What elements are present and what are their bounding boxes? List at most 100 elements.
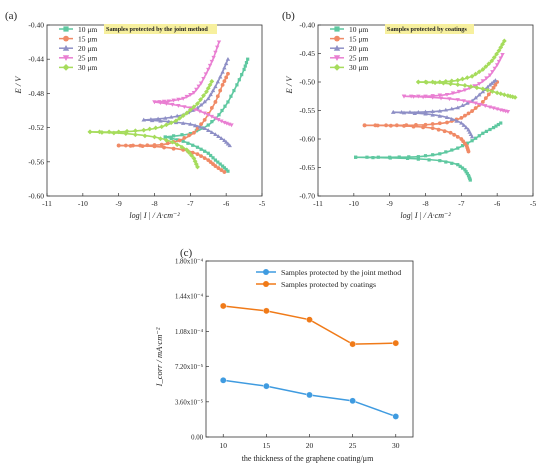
data-point [170,139,175,145]
panel-label: (c) [180,247,193,259]
data-point [226,71,230,76]
x-tick-label: -10 [78,199,88,208]
legend-label: Samples protected by coatings [281,280,376,289]
x-tick-label: -7 [458,199,464,208]
data-point [199,154,203,159]
legend-label: 25 μm [349,54,368,63]
x-tick-label: -5 [259,199,265,208]
data-point [163,115,168,120]
data-point [201,76,206,81]
data-point [164,102,169,106]
y-axis-label: E / V [13,75,23,95]
data-point [481,131,485,135]
data-point [483,64,489,70]
data-point [174,142,180,148]
data-point [174,113,180,118]
legend-marker [334,26,340,32]
data-point [192,158,198,164]
data-point [455,98,460,102]
data-point [243,64,247,68]
data-point [487,105,493,110]
data-point [456,146,460,150]
data-point [444,92,450,97]
data-point [450,91,456,96]
data-point [455,82,461,88]
data-point [486,61,492,67]
data-point [222,138,227,143]
data-point [498,45,504,50]
x-tick-label: -9 [387,199,393,208]
y-tick-label: -0.50 [299,78,315,87]
data-point [437,108,443,113]
data-point [229,123,234,128]
data-point [484,76,489,81]
data-point [140,144,145,149]
data-point [512,94,518,100]
data-point [466,111,471,116]
data-point [208,92,213,97]
data-point [176,104,181,108]
data-point [480,86,486,92]
y-tick-label: -0.40 [299,21,315,30]
legend-marker [63,35,69,42]
data-point [498,91,504,97]
data-point [216,40,222,45]
data-point [438,152,442,156]
data-point [163,135,167,139]
data-point [462,83,468,88]
data-point [182,135,187,140]
data-point [217,74,223,79]
data-point [218,88,223,93]
legend-title-bg [104,24,217,34]
data-point [209,153,213,158]
data-point [147,126,153,132]
series-line [223,305,396,345]
data-point [195,152,200,157]
data-point [194,87,199,92]
data-point [213,164,218,168]
data-point [176,97,181,102]
data-point [209,130,215,135]
data-point [192,130,196,135]
series-line [355,156,472,181]
y-tick-label: -0.60 [28,192,44,201]
series-2 [141,57,232,148]
data-point [454,118,459,123]
data-point [159,124,165,130]
data-point [430,95,435,100]
data-point [449,117,454,121]
data-point [210,120,214,124]
y-tick-label: 0.00 [191,435,203,442]
data-point [220,69,225,74]
data-point [473,106,478,110]
data-point [209,114,215,119]
data-point [401,94,407,99]
data-point [181,139,185,143]
data-point [206,123,210,127]
data-point [215,94,220,99]
data-point [505,110,511,114]
data-point [468,178,472,182]
data-point [186,141,190,145]
panel-label: (b) [282,10,295,22]
data-point [491,55,497,60]
data-point [494,124,498,128]
data-point [169,136,173,141]
data-point [204,89,209,95]
data-point [229,94,233,98]
data-point [458,164,462,168]
legend-label: 30 μm [349,63,368,72]
y-tick-label: 1.44x10⁻⁴ [175,294,204,301]
data-point [226,100,230,104]
data-point [202,118,207,122]
data-point [473,101,478,106]
data-point [149,118,155,123]
data-point [420,95,426,100]
data-point [423,154,428,158]
legend-marker [334,35,340,42]
data-point [246,57,250,61]
x-tick-label: 15 [263,441,271,450]
data-point [173,118,179,124]
